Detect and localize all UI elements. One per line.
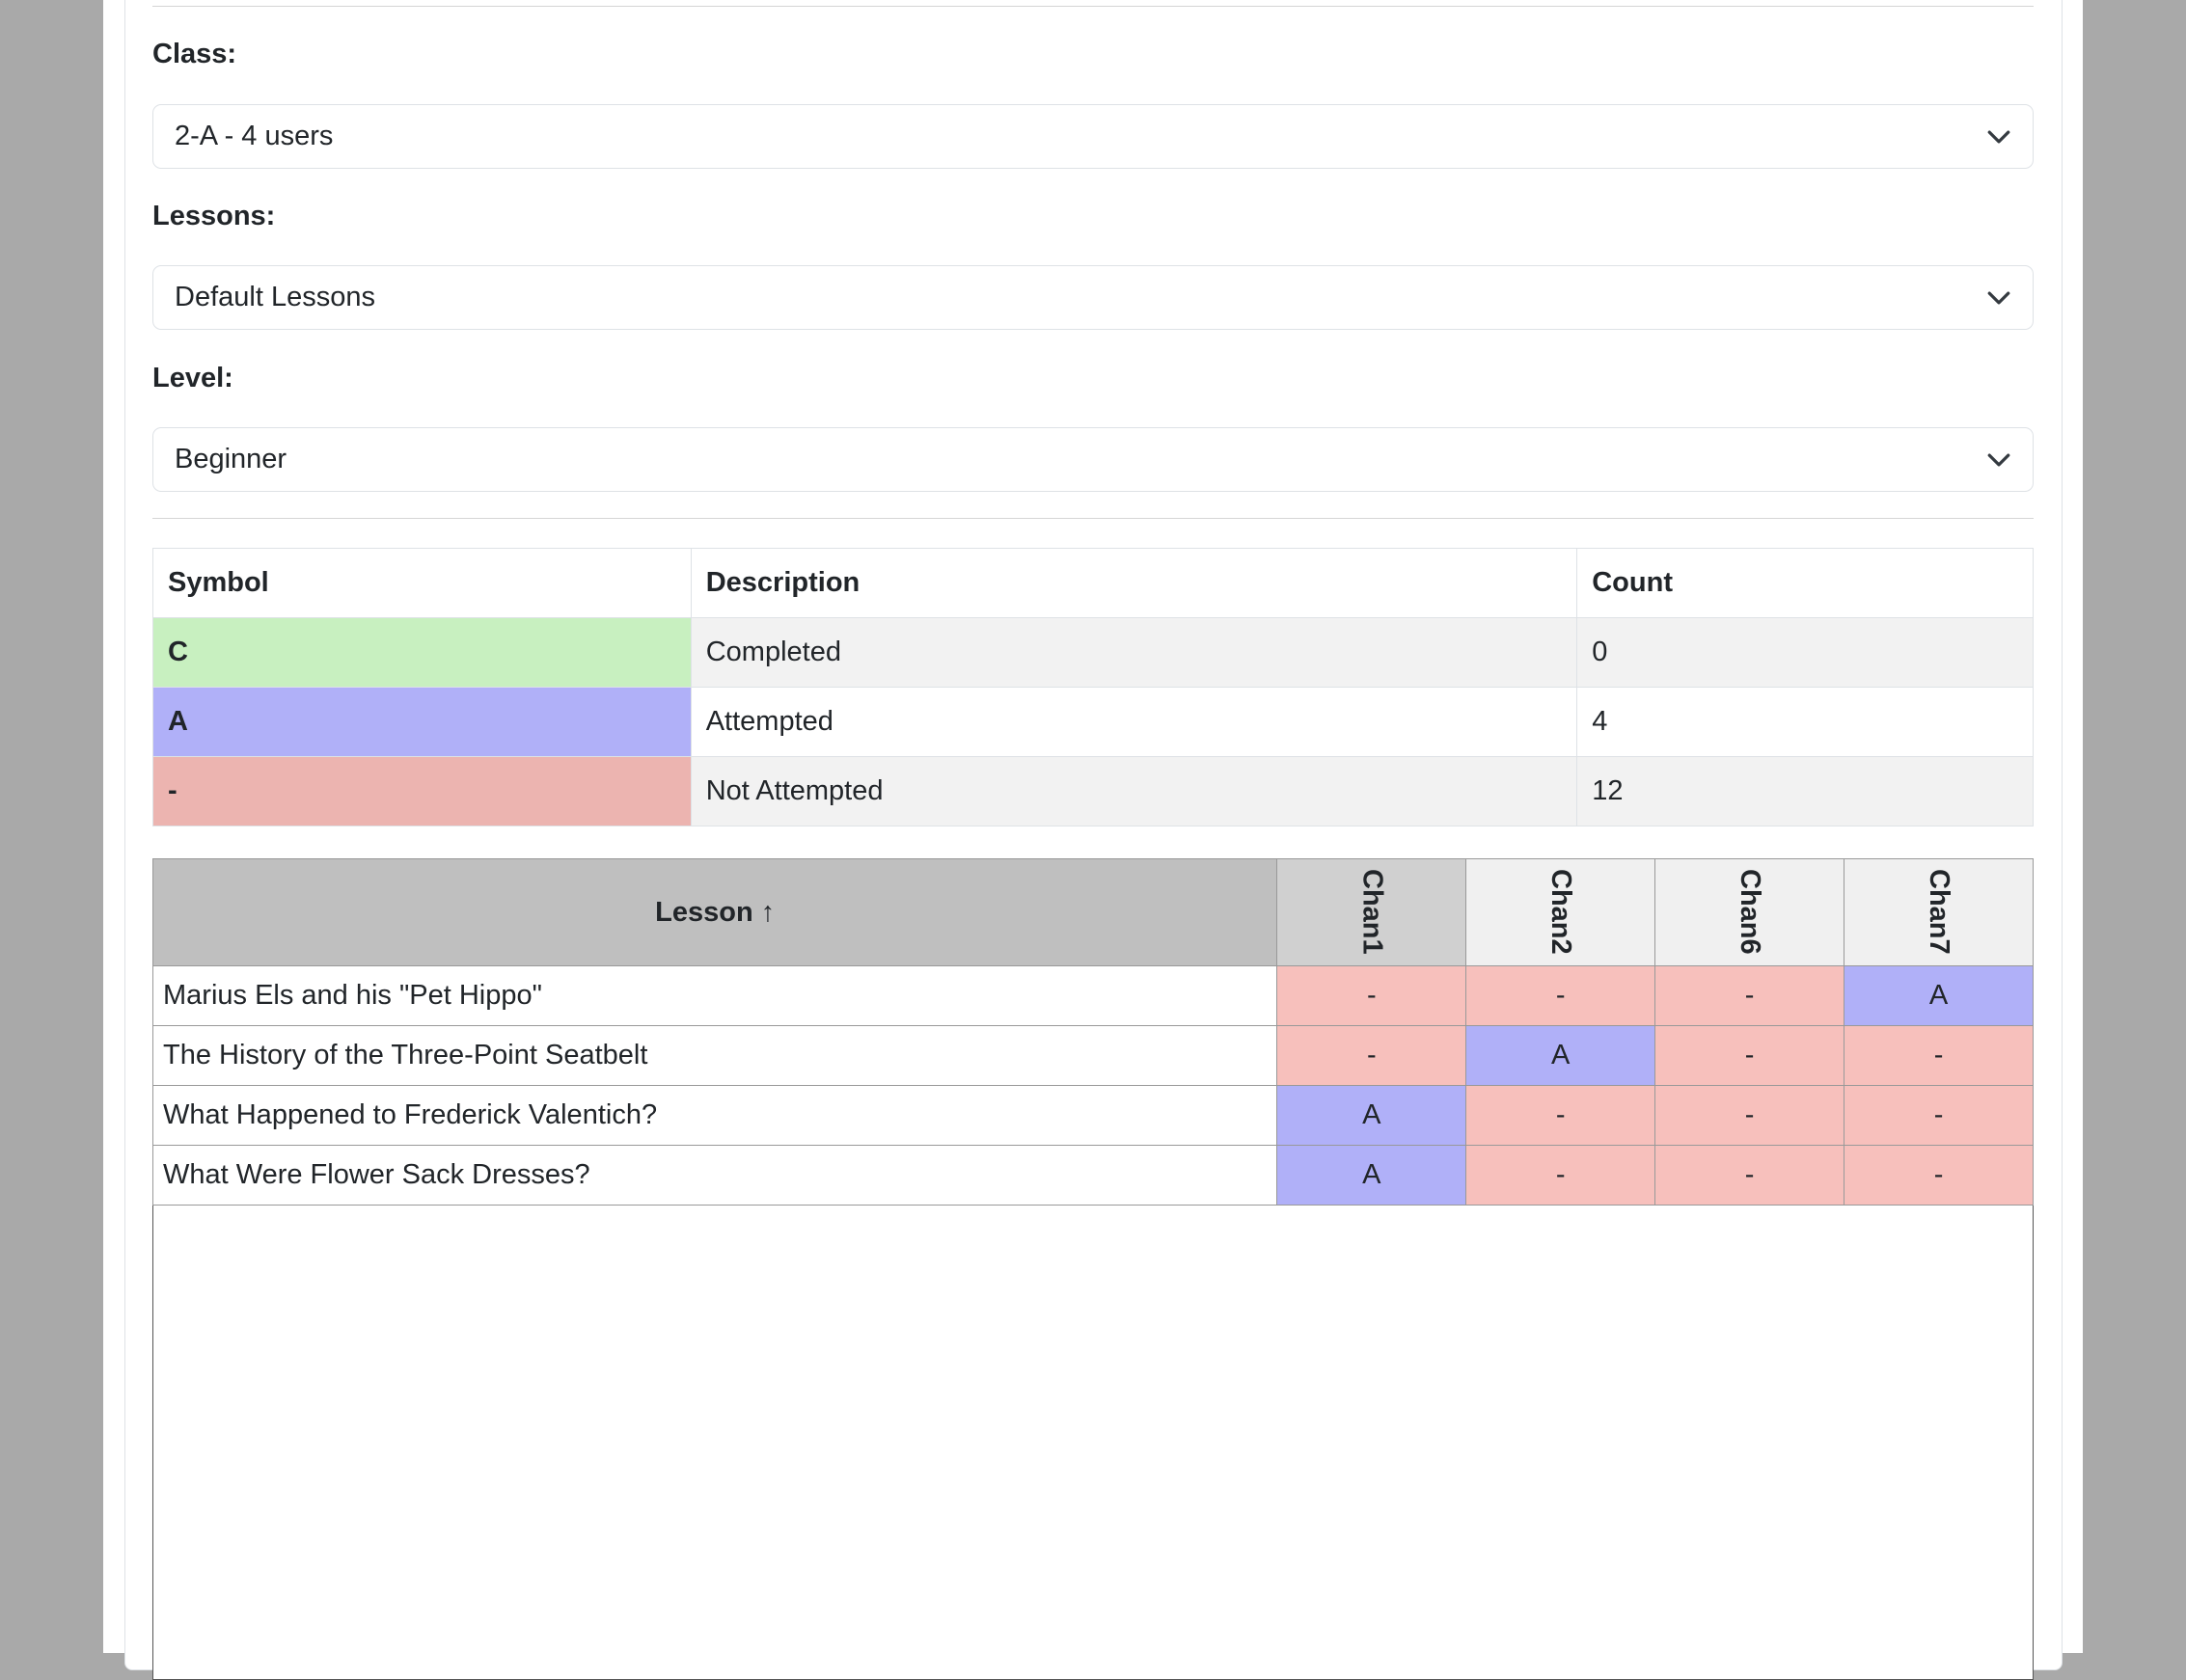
- user-name: Chan2: [1545, 869, 1577, 955]
- legend-row: - Not Attempted 12: [152, 756, 2034, 826]
- user-name: Chan1: [1356, 869, 1388, 955]
- lesson-name: What Were Flower Sack Dresses?: [151, 1145, 1278, 1206]
- status-cell: -: [1844, 1085, 2034, 1146]
- status-cell: -: [1465, 965, 1656, 1026]
- lessons-select-value: Default Lessons: [175, 282, 375, 312]
- lesson-name: Marius Els and his "Pet Hippo": [151, 965, 1278, 1026]
- table-row: What Were Flower Sack Dresses? A - - -: [151, 1145, 2034, 1206]
- legend-row: C Completed 0: [152, 617, 2034, 688]
- legend-description: Attempted: [690, 687, 1578, 757]
- lessons-label: Lessons:: [152, 201, 276, 231]
- table-row: What Happened to Frederick Valentich? A …: [151, 1085, 2034, 1146]
- lesson-name: What Happened to Frederick Valentich?: [151, 1085, 1278, 1146]
- chevron-down-icon: [1987, 291, 2010, 305]
- status-cell: -: [1654, 1145, 1845, 1206]
- level-label: Level:: [152, 363, 233, 393]
- status-cell: A: [1465, 1025, 1656, 1086]
- legend-description: Completed: [690, 617, 1578, 688]
- status-cell: -: [1844, 1025, 2034, 1086]
- status-cell: -: [1465, 1145, 1656, 1206]
- user-name: Chan6: [1735, 869, 1766, 955]
- user-name: Chan7: [1924, 869, 1955, 955]
- legend-symbol: C: [152, 617, 692, 688]
- legend-symbol: -: [152, 756, 692, 826]
- status-cell: A: [1844, 965, 2034, 1026]
- legend-header-row: Symbol Description Count: [152, 548, 2034, 618]
- lesson-column-header[interactable]: Lesson ↑: [151, 858, 1278, 966]
- lessons-select[interactable]: Default Lessons: [152, 265, 2034, 330]
- legend-header-count: Count: [1576, 548, 2034, 618]
- status-cell: -: [1654, 965, 1845, 1026]
- legend-row: A Attempted 4: [152, 687, 2034, 757]
- progress-grid: Lesson ↑ Chan1 Chan2 Chan6 Chan7 Marius …: [151, 858, 2034, 1680]
- divider: [152, 6, 2034, 7]
- class-select[interactable]: 2-A - 4 users: [152, 104, 2034, 169]
- status-cell: -: [1654, 1025, 1845, 1086]
- legend-description: Not Attempted: [690, 756, 1578, 826]
- legend-count: 0: [1576, 617, 2034, 688]
- user-column-header[interactable]: Chan7: [1844, 858, 2034, 966]
- divider: [152, 518, 2034, 519]
- legend-symbol: A: [152, 687, 692, 757]
- user-column-header[interactable]: Chan2: [1465, 858, 1656, 966]
- grid-header-row: Lesson ↑ Chan1 Chan2 Chan6 Chan7: [151, 858, 2034, 966]
- user-column-header[interactable]: Chan1: [1276, 858, 1467, 966]
- table-row: The History of the Three-Point Seatbelt …: [151, 1025, 2034, 1086]
- legend-header-symbol: Symbol: [152, 548, 692, 618]
- status-cell: A: [1276, 1145, 1467, 1206]
- chevron-down-icon: [1987, 453, 2010, 467]
- status-cell: -: [1654, 1085, 1845, 1146]
- progress-table: Lesson ↑ Chan1 Chan2 Chan6 Chan7 Marius …: [151, 858, 2034, 1206]
- status-cell: A: [1276, 1085, 1467, 1146]
- level-select[interactable]: Beginner: [152, 427, 2034, 492]
- status-cell: -: [1276, 965, 1467, 1026]
- table-row: Marius Els and his "Pet Hippo" - - - A: [151, 965, 2034, 1026]
- legend-count: 4: [1576, 687, 2034, 757]
- chevron-down-icon: [1987, 130, 2010, 144]
- legend-header-description: Description: [690, 548, 1578, 618]
- lesson-name: The History of the Three-Point Seatbelt: [151, 1025, 1278, 1086]
- legend-table: Symbol Description Count C Completed 0 A…: [152, 548, 2034, 826]
- status-cell: -: [1276, 1025, 1467, 1086]
- level-select-value: Beginner: [175, 444, 287, 474]
- class-label: Class:: [152, 39, 237, 69]
- user-column-header[interactable]: Chan6: [1654, 858, 1845, 966]
- status-cell: -: [1844, 1145, 2034, 1206]
- class-select-value: 2-A - 4 users: [175, 121, 334, 151]
- legend-count: 12: [1576, 756, 2034, 826]
- status-cell: -: [1465, 1085, 1656, 1146]
